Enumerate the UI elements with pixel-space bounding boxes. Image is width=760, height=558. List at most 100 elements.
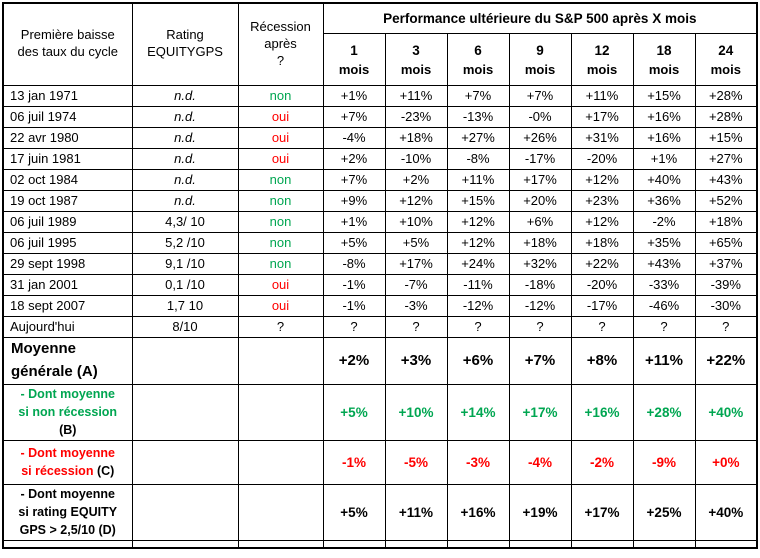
empty-cell [131,336,239,385]
month-word: mois [400,62,432,78]
value-cell: -1% [322,273,386,296]
value-cell: -12% [508,294,572,317]
value-cell: -0% [508,105,572,128]
value-cell: +1% [322,210,386,233]
value-cell: +11% [384,483,448,541]
value-cell: -18% [508,273,572,296]
value-cell: +9% [322,189,386,212]
value-cell: -39% [694,273,758,296]
table-row: 02 oct 1984 n.d. non +7% +2% +11% +17% +12% +40%… [2,168,758,191]
rating-cell: n.d. [131,189,239,212]
value-cell: +17% [570,483,634,541]
value-cell: ? [508,315,572,338]
value-cell: +31% [570,126,634,149]
label-line: - Dont moyenne [20,445,115,460]
recession-cell: ? [237,315,324,338]
empty-cell [131,383,239,441]
summary-label-b: - Dont moyenne si non récession (B) [2,383,133,441]
empty-cell [632,539,696,549]
value-cell: +7% [508,336,572,385]
value-cell: +18% [384,126,448,149]
value-cell: +40% [694,383,758,441]
value-cell: +2% [322,336,386,385]
month-word: mois [710,62,741,78]
value-cell: -9% [632,439,696,485]
value-cell: -46% [632,294,696,317]
value-cell: +18% [694,210,758,233]
empty-cell [322,539,386,549]
value-cell: +16% [632,105,696,128]
value-cell: +17% [508,383,572,441]
table-row: 18 sept 2007 1,7 10 oui -1% -3% -12% -12% -17% -… [2,294,758,317]
summary-body: Moyenne générale (A) +2% +3% +6% +7% +8%… [2,336,758,549]
table-row: 19 oct 1987 n.d. non +9% +12% +15% +20% +23% +36… [2,189,758,212]
value-cell: +10% [384,210,448,233]
summary-label-a: Moyenne générale (A) [2,336,133,385]
recession-cell: non [237,168,324,191]
bottom-spacer-row [2,539,758,549]
date-cell: 13 jan 1971 [2,84,133,107]
value-cell: +24% [446,252,510,275]
empty-cell [237,336,324,385]
value-cell: +18% [570,231,634,254]
value-cell: +23% [570,189,634,212]
value-cell: -4% [508,439,572,485]
rating-cell: n.d. [131,105,239,128]
table-body: 13 jan 1971 n.d. non +1% +11% +7% +7% +11% +15% +… [2,84,758,338]
value-cell: +11% [446,168,510,191]
date-cell: 06 juil 1995 [2,231,133,254]
rating-cell: n.d. [131,84,239,107]
header-performance-title: Performance ultérieure du S&P 500 après … [322,2,758,34]
value-cell: +2% [322,147,386,170]
month-number: 1 [350,43,358,59]
value-cell: +7% [322,168,386,191]
value-cell: +17% [384,252,448,275]
table-row: 31 jan 2001 0,1 /10 oui -1% -7% -11% -18% -20% -… [2,273,758,296]
value-cell: +12% [570,210,634,233]
date-cell: 22 avr 1980 [2,126,133,149]
value-cell: ? [322,315,386,338]
recession-cell: non [237,210,324,233]
value-cell: +25% [632,483,696,541]
empty-cell [694,539,758,549]
month-header: 3 mois [384,32,448,86]
value-cell: +35% [632,231,696,254]
recession-cell: non [237,189,324,212]
summary-row-rating: - Dont moyenne si rating EQUITY GPS > 2,… [2,483,758,541]
recession-cell: oui [237,105,324,128]
value-cell: +10% [384,383,448,441]
value-cell: +5% [384,231,448,254]
month-header: 18 mois [632,32,696,86]
value-cell: +11% [632,336,696,385]
value-cell: +1% [322,84,386,107]
month-header: 9 mois [508,32,572,86]
value-cell: ? [632,315,696,338]
month-word: mois [648,62,680,78]
rating-cell: n.d. [131,126,239,149]
value-cell: -10% [384,147,448,170]
summary-label-c: - Dont moyenne si récession (C) [2,439,133,485]
value-cell: -8% [322,252,386,275]
performance-table: Première baisse des taux du cycle Rating… [2,2,759,549]
month-number: 24 [718,43,734,59]
empty-cell [131,539,239,549]
recession-cell: non [237,252,324,275]
value-cell: +7% [322,105,386,128]
value-cell: +16% [632,126,696,149]
value-cell: -11% [446,273,510,296]
rating-cell: 5,2 /10 [131,231,239,254]
label-line: si récession (C) [21,464,115,478]
rating-cell: n.d. [131,147,239,170]
value-cell: -30% [694,294,758,317]
rating-cell: 4,3/ 10 [131,210,239,233]
date-cell: 31 jan 2001 [2,273,133,296]
summary-label-d: - Dont moyenne si rating EQUITY GPS > 2,… [2,483,133,541]
month-number: 9 [536,43,544,59]
recession-cell: oui [237,273,324,296]
date-cell: 18 sept 2007 [2,294,133,317]
empty-cell [570,539,634,549]
value-cell: +37% [694,252,758,275]
value-cell: +11% [384,84,448,107]
value-cell: +12% [446,210,510,233]
month-header: 6 mois [446,32,510,86]
